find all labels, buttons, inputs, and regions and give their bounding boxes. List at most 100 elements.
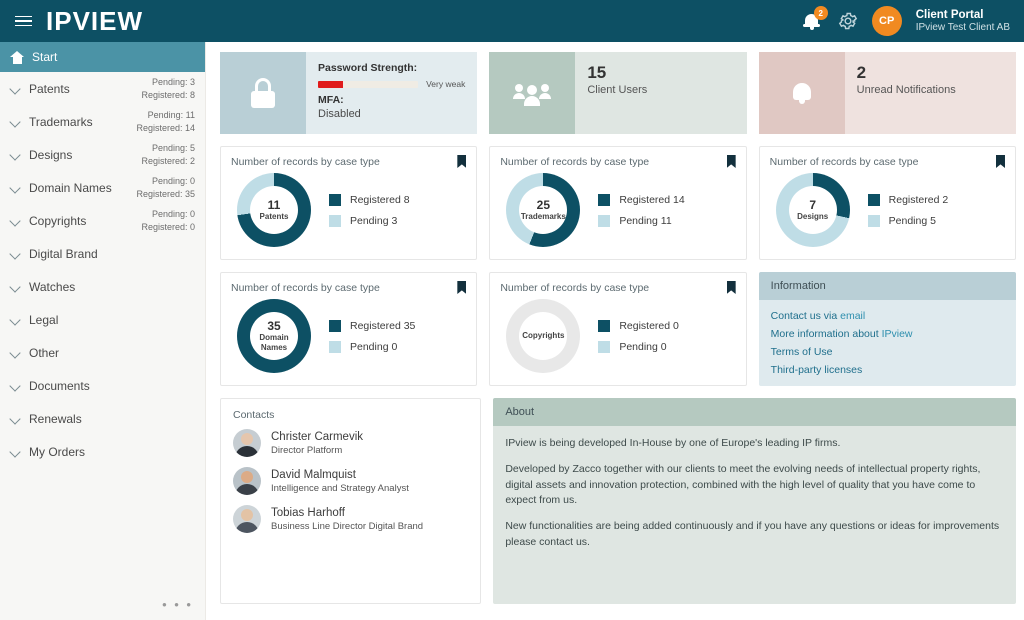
- legend-swatch: [867, 193, 880, 206]
- information-panel: Information Contact us via email More inf…: [758, 272, 1016, 386]
- chart-legend: Registered 35 Pending 0: [329, 311, 415, 362]
- home-icon: [10, 50, 24, 64]
- client-users-card[interactable]: 15 Client Users: [489, 52, 747, 134]
- donut-center-label: Trademarks: [520, 212, 566, 221]
- sidebar-item-domain-names[interactable]: Domain Names Pending: 0 Registered: 35: [0, 171, 205, 204]
- sidebar-item-label: Copyrights: [29, 213, 87, 228]
- sidebar-item-patents[interactable]: Patents Pending: 3 Registered: 8: [0, 72, 205, 105]
- sidebar-nav-list: Patents Pending: 3 Registered: 8 Trademarks…: [0, 72, 205, 468]
- legend-item-registered: Registered 14: [598, 193, 685, 206]
- sidebar-item-counts: Pending: 5 Registered: 2: [141, 143, 195, 166]
- legend-item-pending: Pending 11: [598, 214, 684, 227]
- avatar[interactable]: CP: [871, 6, 902, 36]
- bookmark-icon[interactable]: [727, 281, 736, 294]
- users-icon: [489, 52, 576, 134]
- information-links: Contact us via email More information abo…: [758, 300, 1016, 386]
- case-type-chart-card: Number of records by case type 25 Trademar…: [489, 146, 747, 260]
- sidebar-item-trademarks[interactable]: Trademarks Pending: 11 Registered: 14: [0, 105, 205, 138]
- security-card[interactable]: Password Strength: Very weak MFA: Disabl…: [220, 52, 478, 134]
- sidebar-item-designs[interactable]: Designs Pending: 5 Registered: 2: [0, 138, 205, 171]
- unread-notifications-card[interactable]: 2 Unread Notifications: [758, 52, 1016, 134]
- about-title: About: [493, 398, 1016, 426]
- chevron-down-icon: [10, 281, 21, 292]
- bookmark-icon[interactable]: [457, 155, 466, 168]
- password-strength-bar: [318, 80, 419, 88]
- chart-legend: Registered 14 Pending 11: [598, 185, 685, 236]
- app-header: IPVIEW 2 CP Client Portal IPview Test Cl…: [0, 0, 1024, 42]
- contact-name: Christer Carmevik: [271, 431, 364, 444]
- avatar: [233, 467, 261, 495]
- information-link[interactable]: Contact us via email: [770, 310, 866, 322]
- legend-item-pending: Pending 0: [329, 340, 415, 353]
- chevron-down-icon: [10, 413, 21, 424]
- donut-center-value: 11: [267, 197, 281, 212]
- chevron-down-icon: [10, 215, 21, 226]
- case-type-chart-card: Number of records by case type Copyrights…: [489, 272, 747, 386]
- legend-swatch: [329, 214, 341, 227]
- legend-swatch: [329, 193, 341, 206]
- sidebar-item-renewals[interactable]: Renewals: [0, 402, 205, 435]
- sidebar-item-counts: Pending: 3 Registered: 8: [141, 77, 195, 100]
- sidebar-item-other[interactable]: Other: [0, 336, 205, 369]
- sidebar-item-documents[interactable]: Documents: [0, 369, 205, 402]
- donut-center-value: 7: [809, 197, 816, 212]
- bookmark-icon[interactable]: [727, 155, 736, 168]
- chart-title: Number of records by case type: [231, 282, 380, 294]
- sidebar-item-label: Start: [32, 50, 58, 64]
- sidebar-item-label: Legal: [29, 312, 59, 327]
- sidebar-item-counts: Pending: 0 Registered: 35: [136, 176, 195, 199]
- user-identity[interactable]: Client Portal IPview Test Client AB: [916, 8, 1010, 35]
- hamburger-icon[interactable]: [0, 15, 46, 27]
- bookmark-icon[interactable]: [457, 281, 466, 294]
- chevron-down-icon: [10, 116, 21, 127]
- chevron-down-icon: [10, 149, 21, 160]
- about-paragraph: New functionalities are being added cont…: [505, 520, 1000, 548]
- legend-item-registered: Registered 2: [867, 193, 948, 206]
- sidebar-item-watches[interactable]: Watches: [0, 270, 205, 303]
- chevron-down-icon: [10, 446, 21, 457]
- case-type-chart-card: Number of records by case type 11 Patents R…: [220, 146, 478, 260]
- donut-center-label: Copyrights: [522, 331, 565, 341]
- sidebar-item-copyrights[interactable]: Copyrights Pending: 0 Registered: 0: [0, 204, 205, 237]
- about-body: IPview is being developed In-House by on…: [493, 426, 1016, 604]
- chevron-down-icon: [10, 380, 21, 391]
- about-paragraph: Developed by Zacco together with our cli…: [505, 462, 981, 507]
- information-link[interactable]: Terms of Use: [770, 346, 833, 358]
- stats-row: Password Strength: Very weak MFA: Disabl…: [220, 52, 1016, 134]
- legend-swatch: [598, 193, 611, 206]
- password-strength-label: Password Strength:: [318, 62, 418, 74]
- sidebar-item-my-orders[interactable]: My Orders: [0, 435, 205, 468]
- sidebar-item-legal[interactable]: Legal: [0, 303, 205, 336]
- sidebar-overflow-icon[interactable]: • • •: [162, 597, 193, 612]
- information-link[interactable]: More information about IPview: [770, 328, 913, 340]
- sidebar-item-label: Patents: [29, 81, 70, 96]
- sidebar-item-counts: Pending: 0 Registered: 0: [141, 209, 195, 232]
- legend-item-registered: Registered 8: [329, 193, 410, 206]
- donut-chart: 7 Designs: [775, 173, 850, 247]
- sidebar-item-digital-brand[interactable]: Digital Brand: [0, 237, 205, 270]
- donut-chart: Copyrights: [506, 299, 581, 373]
- sidebar-item-label: Domain Names: [29, 180, 112, 195]
- about-panel: About IPview is being developed In-House…: [493, 398, 1016, 604]
- bookmark-icon[interactable]: [996, 155, 1005, 168]
- contact-list-item[interactable]: Tobias Harhoff Business Line Director Dig…: [233, 505, 468, 533]
- contact-name: Tobias Harhoff: [271, 507, 345, 520]
- chart-legend: Registered 8 Pending 3: [329, 185, 410, 236]
- sidebar-item-start[interactable]: Start: [0, 42, 205, 72]
- donut-center-label: Patents: [259, 212, 289, 221]
- donut-chart: 35 Domain Names: [237, 299, 311, 373]
- notifications-bell-icon[interactable]: 2: [802, 6, 828, 33]
- sidebar-item-label: Digital Brand: [29, 246, 98, 261]
- contact-list-item[interactable]: Christer Carmevik Director Platform: [233, 429, 468, 457]
- sidebar-item-label: Documents: [29, 378, 90, 393]
- information-link[interactable]: Third-party licenses: [770, 364, 863, 376]
- sidebar-item-label: Other: [29, 345, 60, 360]
- gear-icon[interactable]: [838, 11, 858, 31]
- chevron-down-icon: [10, 347, 21, 358]
- sidebar-item-counts: Pending: 11 Registered: 14: [136, 110, 195, 133]
- charts-row-1: Number of records by case type 11 Patents R…: [220, 146, 1016, 260]
- legend-item-registered: Registered 0: [598, 319, 679, 332]
- mfa-value: Disabled: [318, 108, 361, 120]
- contact-list-item[interactable]: David Malmquist Intelligence and Strategy…: [233, 467, 468, 495]
